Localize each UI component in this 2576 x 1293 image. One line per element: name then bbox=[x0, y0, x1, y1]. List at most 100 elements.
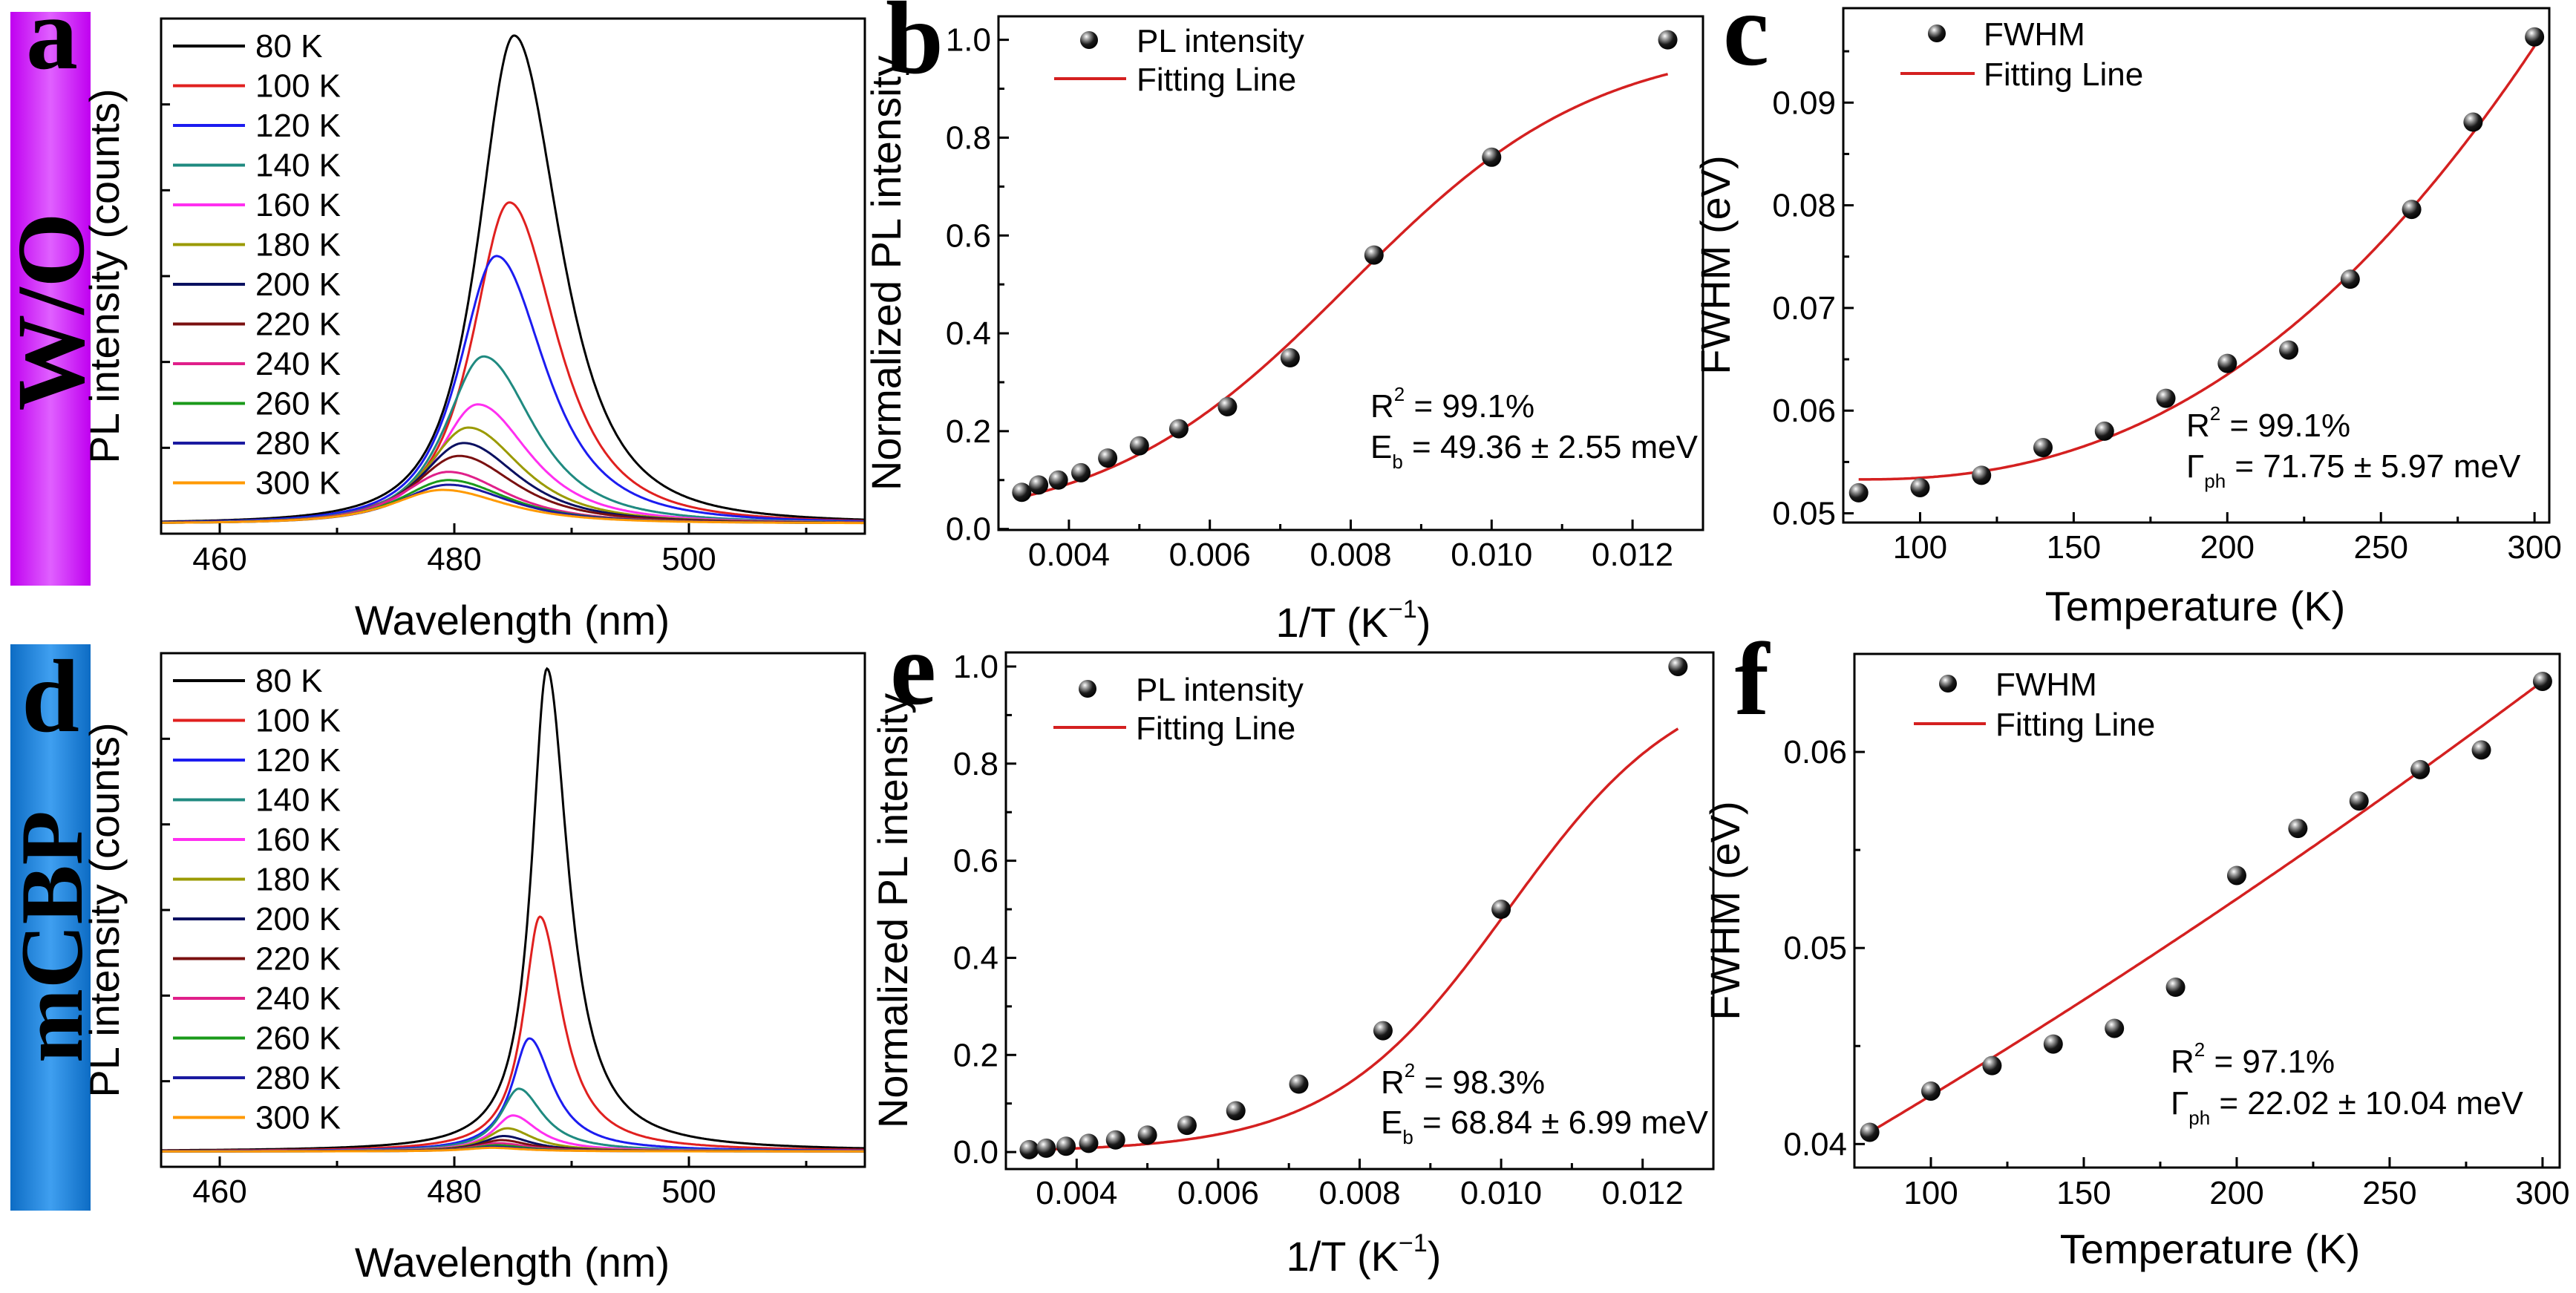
legend-label: 220 K bbox=[255, 941, 341, 978]
y-tick-label: 0.2 bbox=[953, 1037, 998, 1073]
fit-parameter-text: Γph = 71.75 ± 5.97 meV bbox=[2186, 448, 2521, 492]
r2-rhs: = 99.1% bbox=[1405, 388, 1534, 425]
legend-label: 300 K bbox=[255, 1100, 341, 1136]
r2-rhs: = 98.3% bbox=[1415, 1064, 1545, 1101]
legend-label: 200 K bbox=[255, 266, 341, 303]
fit-line bbox=[1858, 45, 2536, 481]
panel-letter-c: c bbox=[1723, 0, 1769, 88]
legend-label: 160 K bbox=[255, 187, 341, 223]
fit-annotation: R2 = 97.1% Γph = 22.02 ± 10.04 meV bbox=[2171, 1038, 2523, 1129]
y-tick-label: 0.8 bbox=[953, 746, 998, 782]
fit-parameter-text: Eb = 68.84 ± 6.99 meV bbox=[1381, 1104, 1709, 1148]
x-axis-label-main: 1/T (K bbox=[1276, 599, 1388, 646]
x-tick-label: 300 bbox=[2515, 1175, 2569, 1211]
panel-d: 460 480 500 Wavelength (nm) PL intensity (co… bbox=[81, 652, 866, 1286]
data-point bbox=[1982, 1055, 2002, 1076]
y-tick-label: 0.8 bbox=[946, 120, 991, 156]
x-axis-label: 1/T (K−1) bbox=[1287, 1229, 1442, 1280]
x-tick-label: 100 bbox=[1893, 529, 1947, 566]
param-rhs: = 68.84 ± 6.99 meV bbox=[1413, 1104, 1709, 1141]
r2-sup: 2 bbox=[2210, 402, 2220, 425]
legend-label: 260 K bbox=[255, 1021, 341, 1057]
legend-label: 280 K bbox=[255, 1060, 341, 1096]
fit-parameter-text: Eb = 49.36 ± 2.55 meV bbox=[1370, 429, 1699, 473]
legend-label: 120 K bbox=[255, 742, 341, 779]
r-squared-text: R2 = 99.1% bbox=[1370, 383, 1534, 425]
r2-rhs: = 99.1% bbox=[2220, 407, 2350, 444]
y-tick-label: 0.06 bbox=[1772, 393, 1836, 429]
data-point bbox=[2094, 421, 2114, 441]
legend-label: 140 K bbox=[255, 782, 341, 819]
legend-label: 140 K bbox=[255, 148, 341, 184]
data-point bbox=[1658, 30, 1678, 50]
side-bar-purple bbox=[10, 12, 91, 586]
r2-sup: 2 bbox=[1405, 1059, 1415, 1081]
data-point bbox=[1129, 436, 1149, 456]
data-point bbox=[2349, 791, 2369, 811]
spectrum-300K bbox=[161, 488, 865, 525]
legend-label: 240 K bbox=[255, 981, 341, 1017]
legend-label: PL intensity bbox=[1136, 672, 1304, 708]
y-axis-label: FWHM (eV) bbox=[1701, 801, 1748, 1021]
y-tick-label: 0.04 bbox=[1783, 1126, 1847, 1162]
y-axis-label: FWHM (eV) bbox=[1692, 155, 1739, 375]
data-point bbox=[2043, 1034, 2063, 1054]
legend-label: FWHM bbox=[1984, 16, 2085, 53]
legend-marker bbox=[1928, 24, 1946, 42]
data-point bbox=[1029, 475, 1049, 495]
fit-parameter-text: Γph = 22.02 ± 10.04 meV bbox=[2171, 1085, 2523, 1129]
data-point bbox=[1848, 482, 1869, 503]
y-tick-label: 0.6 bbox=[946, 217, 991, 254]
x-tick-label: 500 bbox=[661, 1173, 716, 1210]
data-point bbox=[2165, 978, 2186, 998]
plot-frame bbox=[997, 15, 1704, 531]
side-label-text: mCBP bbox=[2, 811, 101, 1063]
param-lhs: Γ bbox=[2171, 1085, 2188, 1122]
data-point bbox=[2340, 269, 2360, 289]
legend-label: 80 K bbox=[255, 28, 323, 65]
r2-sup: 2 bbox=[2194, 1038, 2205, 1061]
x-axis-label-sup: −1 bbox=[1399, 1229, 1428, 1257]
data-point bbox=[1217, 396, 1238, 416]
r-squared-text: R2 = 98.3% bbox=[1381, 1059, 1545, 1101]
param-sub: b bbox=[1402, 1126, 1413, 1148]
panel-c: 100 150 200 250 300 0.05 0.06 0.07 0.08 0.09 Tempe… bbox=[1692, 0, 2562, 629]
plot-frame bbox=[1004, 651, 1715, 1171]
y-axis-label: PL intensity (counts) bbox=[81, 722, 128, 1097]
data-point bbox=[2410, 759, 2430, 779]
spectrum-300K bbox=[161, 1146, 865, 1153]
x-tick-label: 460 bbox=[192, 1173, 246, 1210]
x-tick-label: 250 bbox=[2354, 529, 2408, 566]
legend-label: 280 K bbox=[255, 425, 341, 462]
legend-label: 120 K bbox=[255, 108, 341, 144]
data-point bbox=[2463, 112, 2483, 132]
x-axis-label-end: ) bbox=[1417, 599, 1431, 646]
legend-label: Fitting Line bbox=[1995, 707, 2155, 743]
data-point bbox=[1177, 1116, 1197, 1136]
legend-label: 300 K bbox=[255, 465, 341, 502]
x-tick-label: 200 bbox=[2209, 1175, 2263, 1211]
panel-letter-a: a bbox=[26, 0, 78, 91]
legend-marker bbox=[1080, 31, 1098, 49]
x-tick-label: 250 bbox=[2362, 1175, 2416, 1211]
side-label-text: W/O bbox=[0, 212, 105, 410]
side-label-mcbp: d mCBP bbox=[2, 639, 101, 1211]
legend-label: 240 K bbox=[255, 346, 341, 382]
x-tick-label: 0.012 bbox=[1602, 1175, 1684, 1211]
data-point bbox=[1226, 1101, 1246, 1121]
r-squared-text: R2 = 97.1% bbox=[2171, 1038, 2335, 1080]
data-point bbox=[1036, 1138, 1056, 1158]
plot-frame bbox=[1842, 7, 2551, 524]
data-point bbox=[1289, 1074, 1309, 1094]
y-tick-label: 0.6 bbox=[953, 843, 998, 880]
param-sub: ph bbox=[2188, 1107, 2210, 1129]
x-tick-label: 460 bbox=[192, 541, 246, 577]
data-point bbox=[2217, 353, 2237, 373]
y-tick-label: 0.4 bbox=[953, 940, 998, 976]
legend-label: 160 K bbox=[255, 822, 341, 858]
r-squared-text: R2 = 99.1% bbox=[2186, 402, 2350, 444]
